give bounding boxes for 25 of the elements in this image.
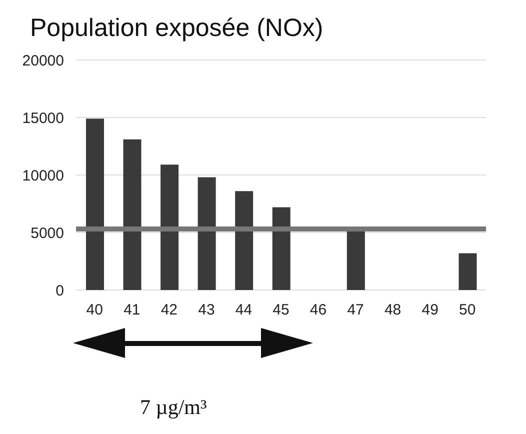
- x-tick-label: 45: [272, 302, 290, 319]
- bar: [86, 118, 104, 290]
- bar: [272, 207, 290, 290]
- x-tick-label: 49: [422, 302, 438, 319]
- bar: [123, 139, 142, 290]
- text: 7 µg/m³: [140, 395, 207, 420]
- x-tick-label: 40: [86, 302, 103, 319]
- bar: [235, 191, 254, 290]
- bar: [198, 177, 216, 290]
- x-tick-label: 46: [310, 302, 327, 319]
- bar: [160, 164, 179, 290]
- x-tick-label: 44: [235, 302, 252, 319]
- y-tick-label: 5000: [30, 224, 64, 242]
- y-tick-label: 15000: [22, 110, 64, 127]
- y-tick-label: 10000: [22, 167, 64, 184]
- x-tick-label: 47: [347, 302, 364, 319]
- x-tick-label: 42: [160, 302, 178, 319]
- x-tick-label: 43: [198, 302, 215, 319]
- bar: [458, 253, 477, 290]
- chart-title: Population exposée (NOx): [30, 14, 324, 43]
- x-tick-label: 48: [384, 302, 402, 319]
- y-tick-label: 20000: [22, 52, 64, 70]
- x-tick-label: 41: [124, 302, 140, 319]
- x-tick-label: 50: [459, 302, 476, 319]
- y-tick-label: 0: [56, 282, 64, 300]
